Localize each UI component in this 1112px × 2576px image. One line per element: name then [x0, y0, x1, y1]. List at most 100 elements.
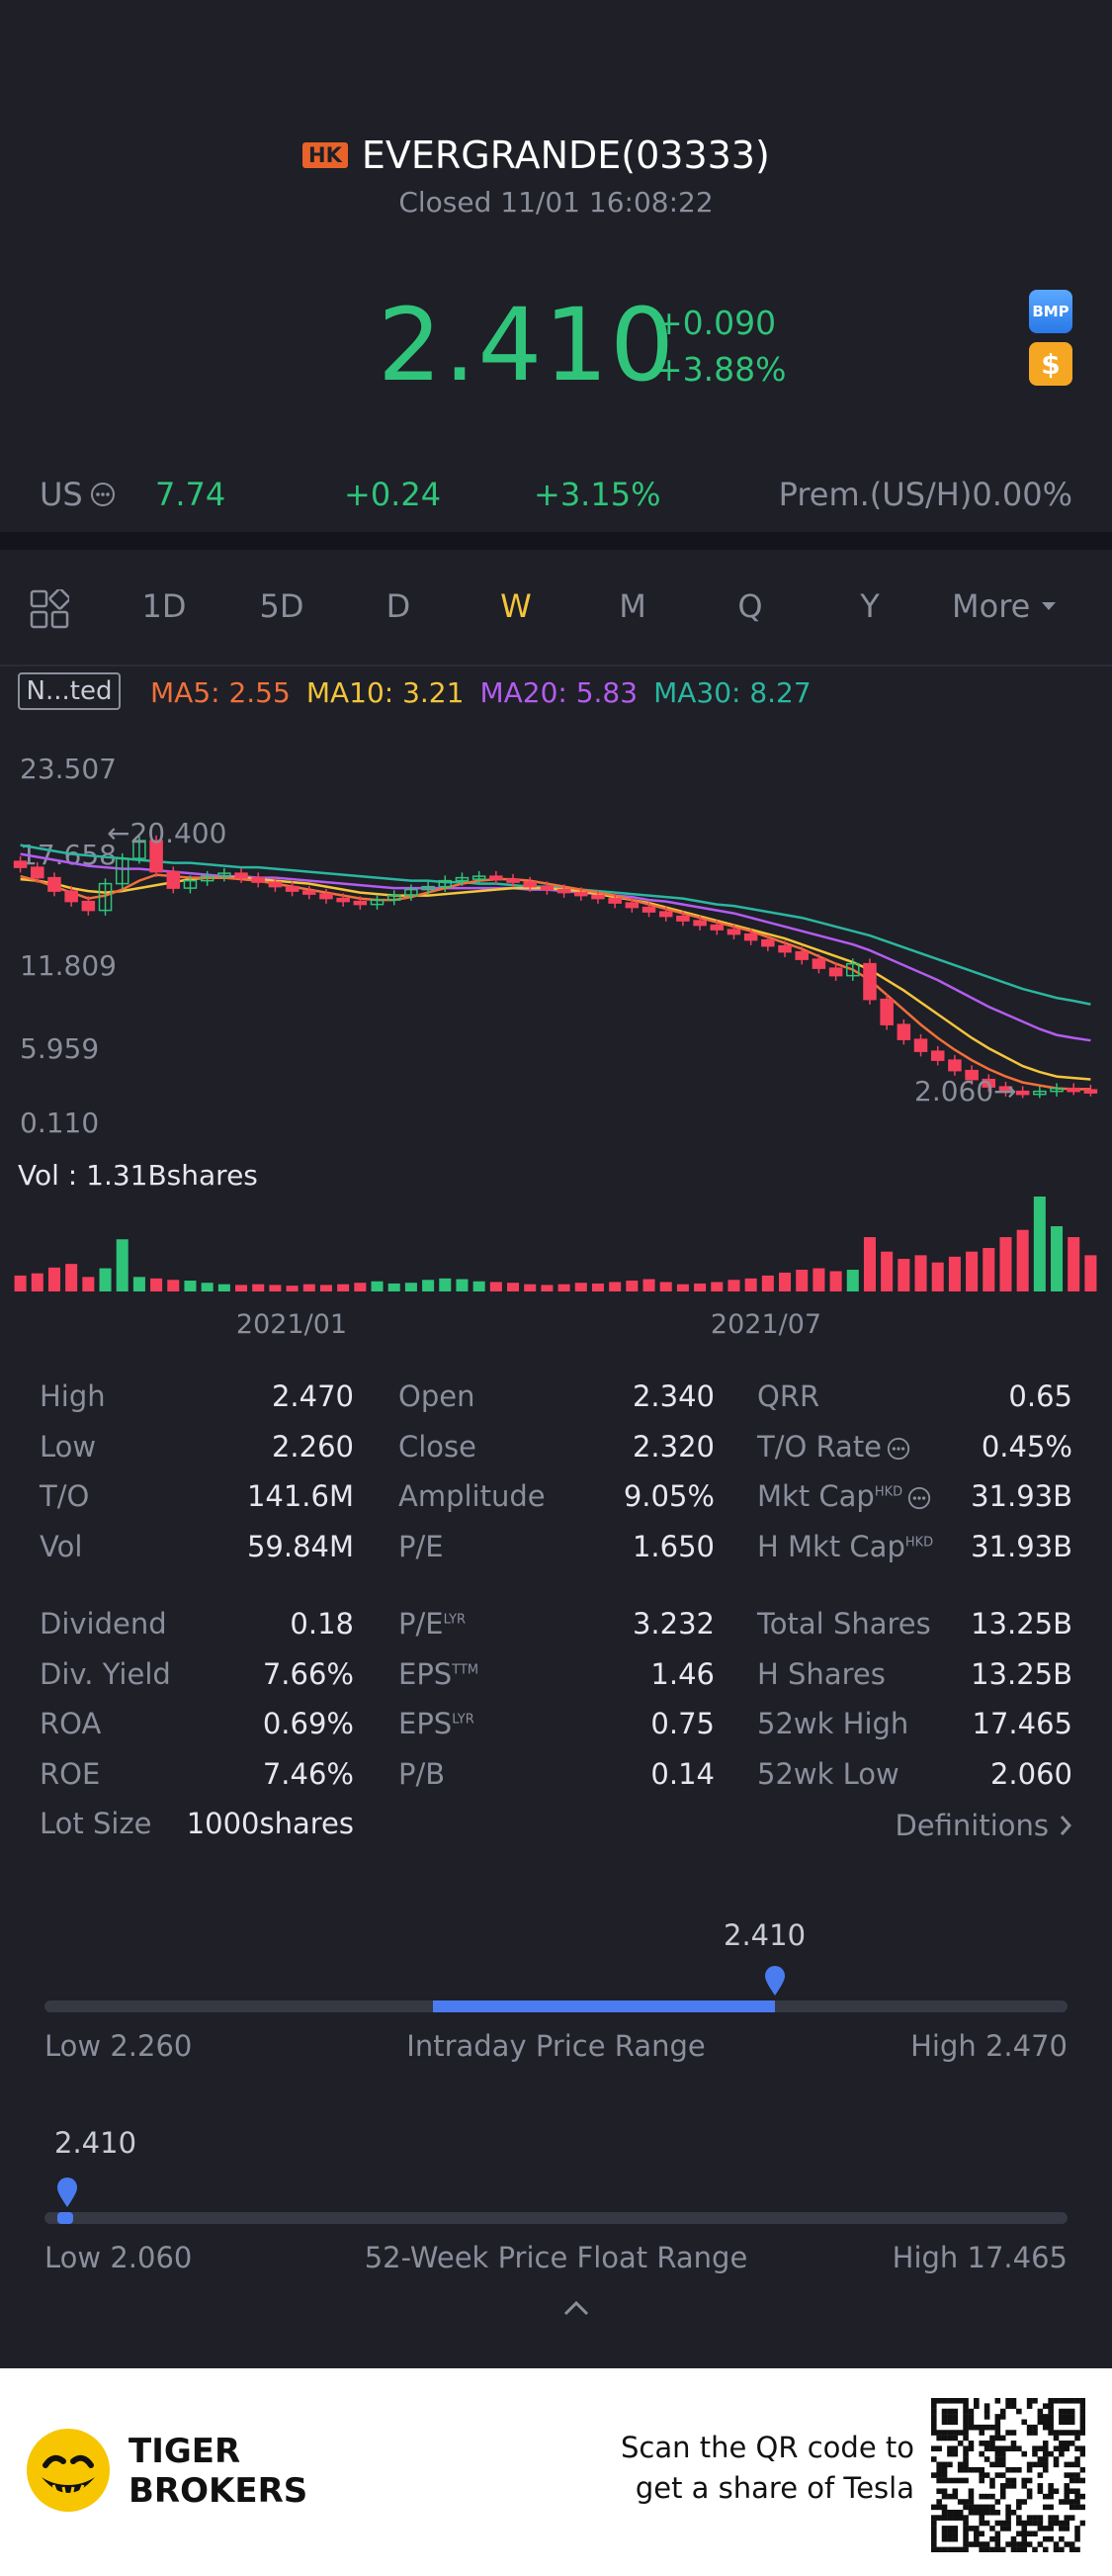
volume-bar [813, 1268, 825, 1291]
more-timeframes-button[interactable]: More [952, 587, 1058, 625]
timeframe-tab-5d[interactable]: 5D [259, 587, 304, 625]
definitions-link[interactable]: Definitions [895, 1809, 1072, 1842]
volume-bar [472, 1281, 485, 1291]
qr-module [936, 2461, 942, 2468]
candle-body [251, 876, 265, 883]
qr-code [931, 2398, 1085, 2552]
candle-body [302, 890, 316, 895]
qr-module [1037, 2541, 1044, 2547]
qr-module [941, 2509, 948, 2516]
ma30-line [20, 844, 1091, 1006]
qr-module [994, 2435, 1001, 2442]
candle-body [591, 894, 605, 900]
volume-bar [524, 1284, 537, 1291]
qr-module [979, 2466, 984, 2473]
volume-bar [439, 1278, 452, 1291]
timeframe-tab-d[interactable]: D [385, 587, 411, 625]
candle-body [556, 888, 571, 894]
stat-label: P/E [398, 1530, 444, 1563]
qr-module [963, 2535, 969, 2542]
collapse-chevron-icon[interactable] [561, 2298, 591, 2318]
qr-module [1053, 2445, 1060, 2451]
qr-module [1005, 2430, 1011, 2436]
qr-module [999, 2450, 1006, 2457]
qr-module [994, 2398, 1001, 2404]
candle-body [540, 885, 555, 891]
bmp-icon[interactable]: BMP [1029, 290, 1072, 333]
qr-module [1005, 2504, 1011, 2511]
qr-module [974, 2509, 980, 2516]
timeframe-tab-w[interactable]: W [500, 587, 532, 625]
qr-module [952, 2493, 959, 2500]
timeframe-tab-y[interactable]: Y [860, 587, 880, 625]
intraday-low: Low 2.260 [44, 2029, 193, 2063]
dollar-icon[interactable]: $ [1029, 342, 1072, 386]
qr-module [957, 2499, 964, 2505]
qr-module [989, 2461, 995, 2468]
qr-module [994, 2456, 1001, 2462]
stat-label: ROA [40, 1707, 101, 1740]
qr-module [947, 2450, 953, 2457]
qr-module [1064, 2408, 1070, 2415]
candle-body [115, 857, 129, 885]
candle-body [828, 967, 843, 977]
timeframe-tab-q[interactable]: Q [737, 587, 763, 625]
qr-module [963, 2414, 969, 2420]
qr-module [1010, 2546, 1017, 2552]
candle-body [183, 879, 198, 889]
qr-module [931, 2531, 937, 2537]
price-change: +0.090 [655, 304, 777, 342]
volume-bar [201, 1283, 214, 1291]
qr-module [1064, 2483, 1070, 2489]
timeframe-tab-m[interactable]: M [619, 587, 646, 625]
stat-label: Amplitude [398, 1479, 546, 1513]
candle-body [166, 870, 181, 889]
qr-module [936, 2504, 942, 2511]
qr-module [1064, 2520, 1070, 2527]
qr-module [941, 2488, 948, 2495]
stat-value: 0.75 [650, 1707, 715, 1740]
qr-module [947, 2461, 953, 2468]
qr-module [931, 2398, 937, 2404]
volume-bar [167, 1280, 180, 1291]
candle-body [846, 962, 860, 977]
qr-module [936, 2472, 942, 2478]
qr-module [941, 2515, 948, 2521]
qr-module [1032, 2461, 1038, 2468]
qr-module [994, 2461, 1001, 2468]
volume-bar [422, 1280, 435, 1291]
qr-module [963, 2403, 969, 2409]
candle-body [948, 1059, 962, 1072]
volume-bar [676, 1284, 689, 1291]
qr-module [1042, 2504, 1049, 2511]
stat-value: 13.25B [971, 1657, 1072, 1691]
qr-module [989, 2504, 995, 2511]
qr-module [941, 2504, 948, 2511]
kline-chart[interactable]: 23.50717.65811.8095.9590.110←20.4002.060… [0, 732, 1112, 1345]
qr-module [957, 2398, 964, 2404]
layout-grid-icon[interactable] [30, 589, 69, 629]
adjustment-selector[interactable]: N...ted [18, 672, 121, 710]
qr-module [947, 2526, 953, 2532]
more-info-icon[interactable] [89, 481, 117, 508]
stock-title-row: HK EVERGRANDE(03333) [302, 133, 770, 177]
stat-label-text: Low [40, 1430, 97, 1464]
brand-name: TIGER BROKERS [128, 2432, 307, 2511]
qr-module [936, 2499, 942, 2505]
qr-module [947, 2435, 953, 2442]
qr-module [1026, 2466, 1033, 2473]
qr-module [974, 2531, 980, 2537]
qr-module [979, 2430, 984, 2436]
qr-module [1048, 2520, 1054, 2527]
qr-module [989, 2441, 995, 2446]
timeframe-tab-1d[interactable]: 1D [141, 587, 187, 625]
qr-module [999, 2493, 1006, 2500]
stat-value: 141.6M [246, 1479, 354, 1513]
qr-module [1005, 2520, 1011, 2527]
info-dots-icon[interactable] [906, 1485, 932, 1511]
volume-bar [150, 1278, 163, 1291]
qr-module [963, 2408, 969, 2415]
qr-module [963, 2477, 969, 2484]
info-dots-icon[interactable] [886, 1436, 911, 1462]
qr-module [1079, 2414, 1085, 2420]
